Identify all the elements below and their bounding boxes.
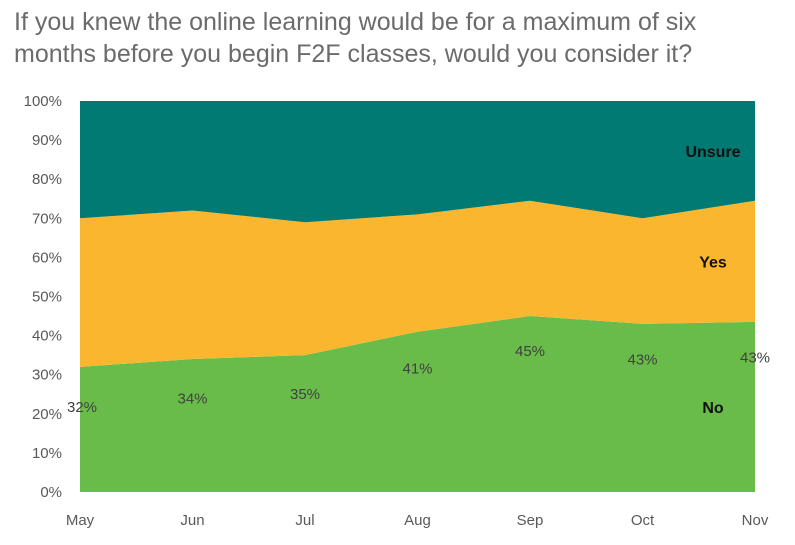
data-label-no: 43%	[627, 352, 657, 369]
y-tick-label: 30%	[32, 367, 62, 384]
y-tick-label: 90%	[32, 132, 62, 149]
x-tick-label: May	[66, 512, 95, 529]
y-tick-label: 0%	[40, 484, 62, 501]
x-tick-label: Nov	[742, 512, 769, 529]
data-label-no: 43%	[740, 350, 770, 367]
y-tick-label: 60%	[32, 249, 62, 266]
y-tick-label: 20%	[32, 406, 62, 423]
series-label-unsure: Unsure	[685, 144, 740, 161]
y-tick-label: 50%	[32, 289, 62, 306]
data-label-no: 34%	[177, 390, 207, 407]
x-tick-label: Jun	[180, 512, 204, 529]
series-label-yes: Yes	[699, 254, 727, 271]
y-tick-label: 40%	[32, 328, 62, 345]
chart-title: If you knew the online learning would be…	[14, 8, 697, 68]
data-label-no: 45%	[515, 343, 545, 360]
y-tick-label: 70%	[32, 210, 62, 227]
x-tick-label: Jul	[295, 512, 314, 529]
area-no	[80, 316, 755, 492]
area-unsure	[80, 101, 755, 223]
y-tick-label: 10%	[32, 445, 62, 462]
y-tick-label: 80%	[32, 171, 62, 188]
data-label-no: 32%	[67, 399, 97, 416]
data-label-no: 41%	[402, 360, 432, 377]
area-yes	[80, 200, 755, 367]
data-label-no: 35%	[290, 386, 320, 403]
series-label-no: No	[702, 400, 724, 417]
y-tick-label: 100%	[24, 93, 62, 110]
x-tick-label: Oct	[631, 512, 655, 529]
x-tick-label: Aug	[404, 512, 431, 529]
x-tick-label: Sep	[517, 512, 544, 529]
